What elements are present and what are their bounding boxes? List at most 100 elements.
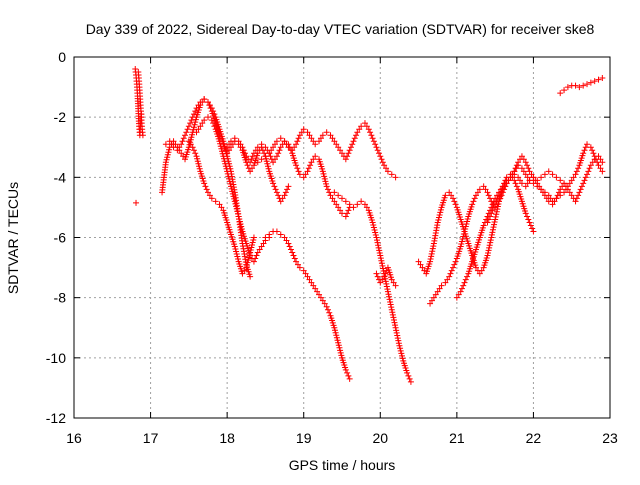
data-point	[190, 147, 197, 154]
data-point	[189, 131, 196, 138]
data-point	[192, 119, 199, 126]
data-point	[225, 173, 232, 180]
data-point	[139, 132, 146, 139]
data-point	[499, 186, 506, 193]
data-point	[430, 243, 437, 250]
data-point	[522, 171, 529, 178]
data-point	[170, 144, 177, 151]
data-point	[187, 120, 194, 127]
data-point	[524, 162, 531, 169]
data-point	[572, 82, 579, 89]
data-point	[176, 144, 183, 151]
data-point	[254, 144, 261, 151]
data-point	[342, 198, 349, 205]
y-tick-label: -10	[46, 350, 66, 366]
data-point	[338, 352, 345, 359]
data-point	[557, 177, 564, 184]
data-point	[262, 144, 269, 151]
data-point	[331, 138, 338, 145]
data-point	[342, 366, 349, 373]
data-point	[575, 192, 582, 199]
x-tick-label: 19	[296, 430, 312, 446]
data-point	[323, 129, 330, 136]
data-point	[376, 150, 383, 157]
data-point	[220, 153, 227, 160]
data-point	[344, 210, 351, 217]
data-point	[239, 144, 246, 151]
data-point	[428, 297, 435, 304]
data-point	[363, 204, 370, 211]
data-point	[220, 155, 227, 162]
data-point	[515, 174, 522, 181]
data-point	[464, 215, 471, 222]
data-point	[295, 168, 302, 175]
data-point	[591, 78, 598, 85]
data-point	[568, 192, 575, 199]
data-point	[576, 84, 583, 91]
data-point	[335, 339, 342, 346]
data-point	[286, 243, 293, 250]
data-point	[310, 156, 317, 163]
data-point	[489, 226, 496, 233]
data-point	[377, 279, 384, 286]
data-point	[488, 234, 495, 241]
data-point	[191, 121, 198, 128]
data-point	[590, 150, 597, 157]
data-point	[178, 150, 185, 157]
data-point	[584, 171, 591, 178]
data-point	[253, 252, 260, 259]
data-point	[308, 279, 315, 286]
data-point	[300, 174, 307, 181]
data-point	[460, 282, 467, 289]
data-point	[503, 180, 510, 187]
data-point	[184, 126, 191, 133]
data-point	[346, 375, 353, 382]
data-point	[329, 135, 336, 142]
points-layer	[132, 66, 606, 385]
data-point	[164, 154, 171, 161]
data-point	[566, 180, 573, 187]
data-point	[227, 180, 234, 187]
data-point	[373, 270, 380, 277]
y-tick-label: -6	[54, 230, 67, 246]
data-point	[464, 218, 471, 225]
data-point	[374, 273, 381, 280]
data-point	[534, 177, 541, 184]
data-point	[234, 208, 241, 215]
data-point	[376, 247, 383, 254]
data-point	[266, 231, 273, 238]
data-point	[270, 144, 277, 151]
data-point	[393, 327, 400, 334]
data-point	[322, 178, 329, 185]
data-point	[270, 159, 277, 166]
x-tick-label: 22	[526, 430, 542, 446]
data-point	[337, 207, 344, 214]
data-point	[243, 153, 250, 160]
data-point	[591, 156, 598, 163]
data-point	[316, 291, 323, 298]
data-point	[580, 82, 587, 89]
data-point	[331, 198, 338, 205]
data-point	[350, 138, 357, 145]
data-point	[216, 201, 223, 208]
data-point	[314, 288, 321, 295]
data-point	[512, 165, 519, 172]
data-point	[332, 329, 339, 336]
data-point	[530, 174, 537, 181]
data-point	[436, 211, 443, 218]
data-point	[337, 347, 344, 354]
data-point	[522, 183, 529, 190]
data-point	[377, 153, 384, 160]
data-point	[224, 144, 231, 151]
data-point	[487, 239, 494, 246]
data-point	[212, 198, 219, 205]
data-point	[294, 138, 301, 145]
data-point	[581, 177, 588, 184]
data-point	[427, 258, 434, 265]
data-point	[490, 224, 497, 231]
data-point	[250, 258, 257, 265]
data-point	[377, 255, 384, 262]
y-axis-label: SDTVAR / TECUs	[5, 182, 21, 294]
data-point	[372, 141, 379, 148]
data-point	[457, 243, 464, 250]
